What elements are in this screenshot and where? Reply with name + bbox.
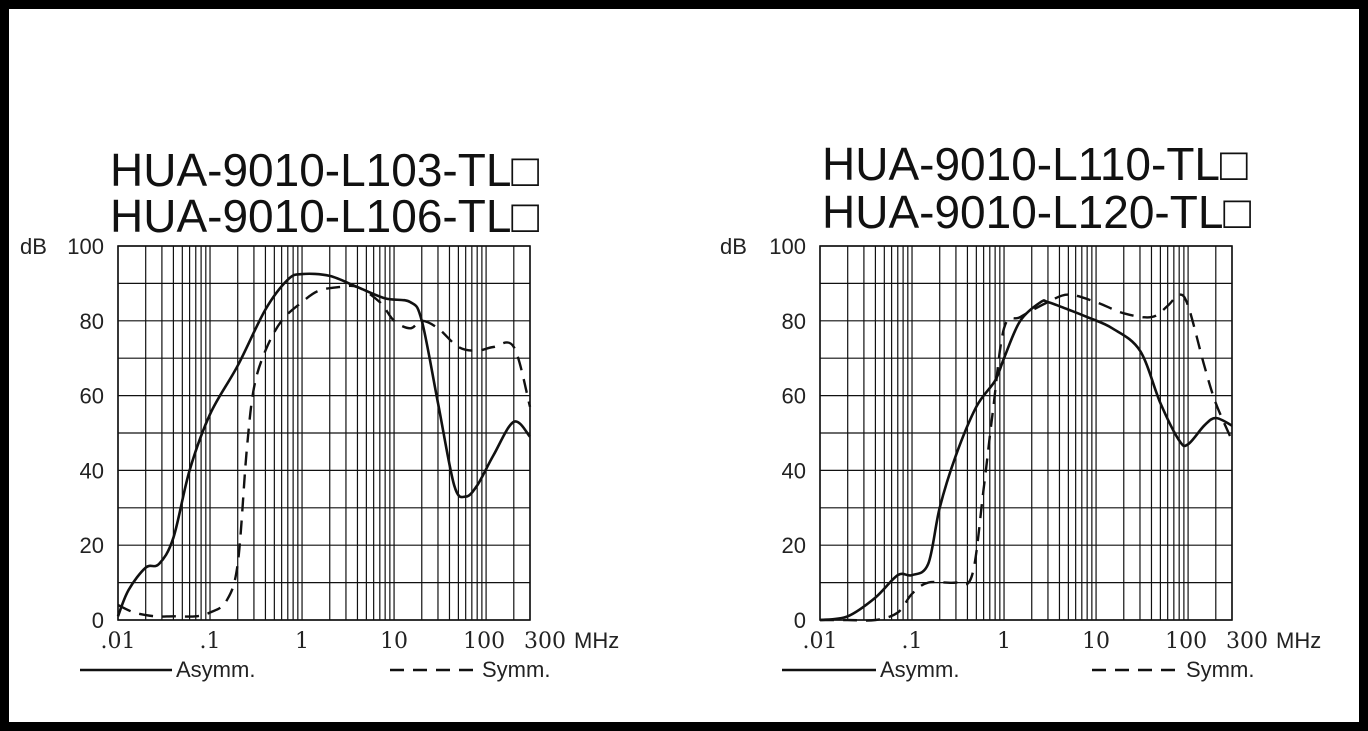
x-tick-label: 100 [463, 629, 505, 654]
chart-title-line-1: HUA-9010-L103-TL□ [110, 144, 539, 196]
y-tick-label: 60 [80, 384, 104, 409]
y-tick-label: 0 [92, 608, 104, 633]
plot-frame [117, 245, 531, 621]
x-tick-label: 100 [1165, 629, 1207, 654]
plot-frame [819, 245, 1233, 621]
y-tick-label: 0 [794, 608, 806, 633]
legend: Asymm. Symm. [80, 657, 550, 682]
x-tick-label: 10 [380, 629, 408, 654]
y-tick-label: 80 [80, 309, 104, 334]
x-tick-label: .1 [902, 629, 923, 654]
x-tick-label: 1 [295, 629, 309, 654]
y-axis-label: dB [720, 234, 747, 259]
legend-label-asymm: Asymm. [176, 657, 255, 682]
x-tick-label: 300 [1226, 629, 1268, 654]
legend-label-asymm: Asymm. [880, 657, 959, 682]
chart-title-line-2: HUA-9010-L120-TL□ [822, 186, 1251, 238]
legend: Asymm. Symm. [782, 657, 1254, 682]
series-line-asymm [819, 299, 1233, 622]
y-axis-label: dB [20, 234, 47, 259]
series-line-symm [117, 284, 532, 618]
y-tick-label: 100 [769, 234, 806, 259]
x-axis-unit: MHz [574, 628, 619, 653]
chart-right: HUA-9010-L110-TL□HUA-9010-L120-TL□ 0 20 40 6… [720, 138, 1321, 682]
legend-label-symm: Symm. [482, 657, 550, 682]
chart-title-line-1: HUA-9010-L110-TL□ [822, 138, 1248, 190]
y-tick-label: 80 [782, 309, 806, 334]
x-tick-label: 10 [1082, 629, 1110, 654]
chart-left: HUA-9010-L103-TL□HUA-9010-L106-TL□ 0 20 40 6… [20, 144, 619, 682]
x-tick-label: .01 [803, 629, 838, 654]
legend-label-symm: Symm. [1186, 657, 1254, 682]
y-tick-label: 20 [782, 533, 806, 558]
x-tick-label: .1 [200, 629, 221, 654]
y-tick-label: 40 [80, 458, 104, 483]
x-axis-unit: MHz [1276, 628, 1321, 653]
y-tick-label: 40 [782, 458, 806, 483]
x-tick-label: 300 [524, 629, 566, 654]
x-tick-label: 1 [997, 629, 1011, 654]
y-tick-label: 100 [67, 234, 104, 259]
y-tick-label: 20 [80, 533, 104, 558]
series-line-asymm [116, 272, 531, 617]
chart-title-line-2: HUA-9010-L106-TL□ [110, 190, 539, 242]
y-tick-label: 60 [782, 384, 806, 409]
series-line-symm [820, 293, 1234, 622]
chart-grid [117, 245, 531, 621]
x-tick-label: .01 [101, 629, 136, 654]
